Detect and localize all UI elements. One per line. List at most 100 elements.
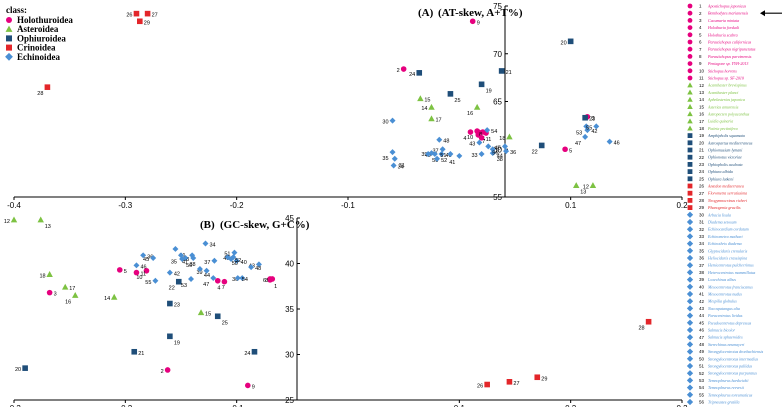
list-number-56: 56: [699, 400, 705, 405]
point-b-56: [179, 255, 186, 262]
panel-title-a: (A): [418, 7, 434, 19]
list-number-26: 26: [699, 184, 705, 189]
list-number-13: 13: [699, 90, 705, 95]
point-label-b-39: 39: [196, 270, 202, 276]
point-label-a-46: 46: [614, 141, 620, 147]
list-species-56: Tripneustes gratilla: [708, 400, 739, 405]
list-marker-39: [686, 276, 694, 283]
point-a-52: [434, 155, 441, 162]
point-b-38: [182, 255, 189, 262]
point-label-b-34: 34: [209, 242, 215, 248]
point-b-45: [150, 255, 157, 262]
point-b-20: [22, 365, 28, 371]
point-label-a-26: 26: [126, 13, 132, 19]
list-number-8: 8: [699, 54, 702, 59]
y-tick-label: 40: [285, 260, 294, 269]
point-label-b-49: 49: [223, 256, 229, 262]
y-tick-label: 45: [285, 214, 294, 223]
x-tick-label: -0.1: [230, 404, 244, 407]
point-b-43: [255, 261, 262, 268]
x-tick-label: 0.2: [565, 404, 577, 407]
legend-label-crinoidea: Crinoidea: [17, 43, 56, 53]
list-species-41: Mesocentrotus nudus: [707, 292, 742, 297]
point-label-b-17: 17: [69, 286, 75, 292]
list-marker-34: [686, 240, 694, 247]
point-b-25: [214, 313, 221, 320]
list-species-17: Luidia quinaria: [707, 119, 733, 124]
point-a-53: [583, 123, 590, 130]
point-label-a-29: 29: [144, 20, 150, 26]
point-label-a-20: 20: [561, 40, 567, 46]
x-tick-label: -0.2: [230, 201, 244, 210]
list-marker-46: [686, 326, 694, 334]
point-label-b-16: 16: [65, 299, 71, 305]
point-a-13: [573, 182, 580, 189]
point-label-b-35: 35: [171, 259, 177, 265]
list-species-51: Strongylocentrotus pallidus: [708, 364, 752, 369]
point-label-b-6: 6: [263, 278, 266, 284]
point-a-4: [467, 129, 474, 135]
list-marker-20: [687, 140, 693, 146]
list-number-36: 36: [699, 256, 705, 261]
point-label-a-9: 9: [477, 20, 480, 26]
point-b-53: [188, 275, 195, 282]
list-species-10: Stichopus horrens: [708, 68, 737, 73]
point-a-37: [439, 146, 446, 153]
point-b-51: [231, 249, 238, 256]
point-label-b-28: 28: [638, 326, 644, 332]
list-species-45: Pseudocentrotus depressus: [707, 320, 752, 325]
class-legend: class:HolothuroideaAsteroideaOphiuroidea…: [5, 5, 73, 62]
point-b-11: [133, 269, 140, 276]
list-species-12: Acanthaster brevispinus: [707, 83, 747, 88]
list-species-22: Ophionotus victoriae: [708, 155, 742, 160]
y-tick-label: 75: [493, 2, 502, 11]
point-a-54: [484, 127, 491, 134]
y-tick-label: 60: [493, 145, 502, 154]
point-label-a-56: 56: [492, 150, 498, 156]
point-b-47: [210, 275, 217, 282]
point-b-14: [110, 293, 118, 300]
point-label-a-48: 48: [443, 139, 449, 145]
legend-marker-asteroidea: [5, 25, 13, 32]
point-b-46: [133, 262, 140, 269]
point-label-b-30: 30: [232, 277, 238, 283]
point-a-49: [431, 151, 438, 158]
x-tick-label: -0.1: [341, 201, 355, 210]
list-species-6: Parastichopus californicus: [707, 40, 752, 45]
list-number-20: 20: [699, 140, 705, 145]
point-label-b-42: 42: [174, 272, 180, 278]
point-b-24: [251, 348, 258, 355]
point-label-b-1: 1: [274, 284, 277, 290]
list-species-48: Sterechinus neumayeri: [708, 342, 744, 347]
point-b-54: [234, 275, 241, 282]
point-b-9: [245, 382, 251, 389]
point-label-a-14: 14: [421, 106, 427, 112]
point-b-23: [167, 300, 173, 307]
list-species-7: Parastichopus nigripunctatus: [707, 47, 756, 52]
point-label-a-2: 2: [397, 68, 400, 74]
point-b-15: [197, 309, 205, 316]
list-marker-19: [687, 133, 693, 138]
list-marker-28: [687, 198, 693, 203]
point-b-31: [172, 245, 179, 252]
point-label-a-43: 43: [469, 142, 475, 148]
point-label-a-37: 37: [433, 148, 439, 154]
legend-marker-ophiuroidea: [6, 35, 12, 42]
legend-label-holothuroidea: Holothuroidea: [17, 15, 73, 25]
list-species-49: Strongylocentrotus droebachiensis: [708, 349, 764, 354]
point-label-a-41: 41: [449, 160, 455, 166]
list-number-21: 21: [699, 148, 705, 153]
list-marker-33: [686, 233, 694, 240]
list-marker-8: [687, 54, 693, 59]
x-tick-label: -0.3: [118, 201, 132, 210]
point-label-b-40: 40: [241, 260, 247, 266]
point-label-b-23: 23: [174, 303, 180, 309]
list-marker-16: [687, 111, 693, 117]
point-label-a-44: 44: [497, 153, 503, 159]
list-number-34: 34: [699, 241, 705, 246]
point-label-b-48: 48: [255, 266, 261, 272]
list-marker-43: [686, 305, 694, 312]
point-label-a-55: 55: [586, 125, 592, 131]
list-species-53: Temnopleurus hardwickii: [708, 378, 748, 383]
point-label-b-25: 25: [222, 320, 228, 326]
